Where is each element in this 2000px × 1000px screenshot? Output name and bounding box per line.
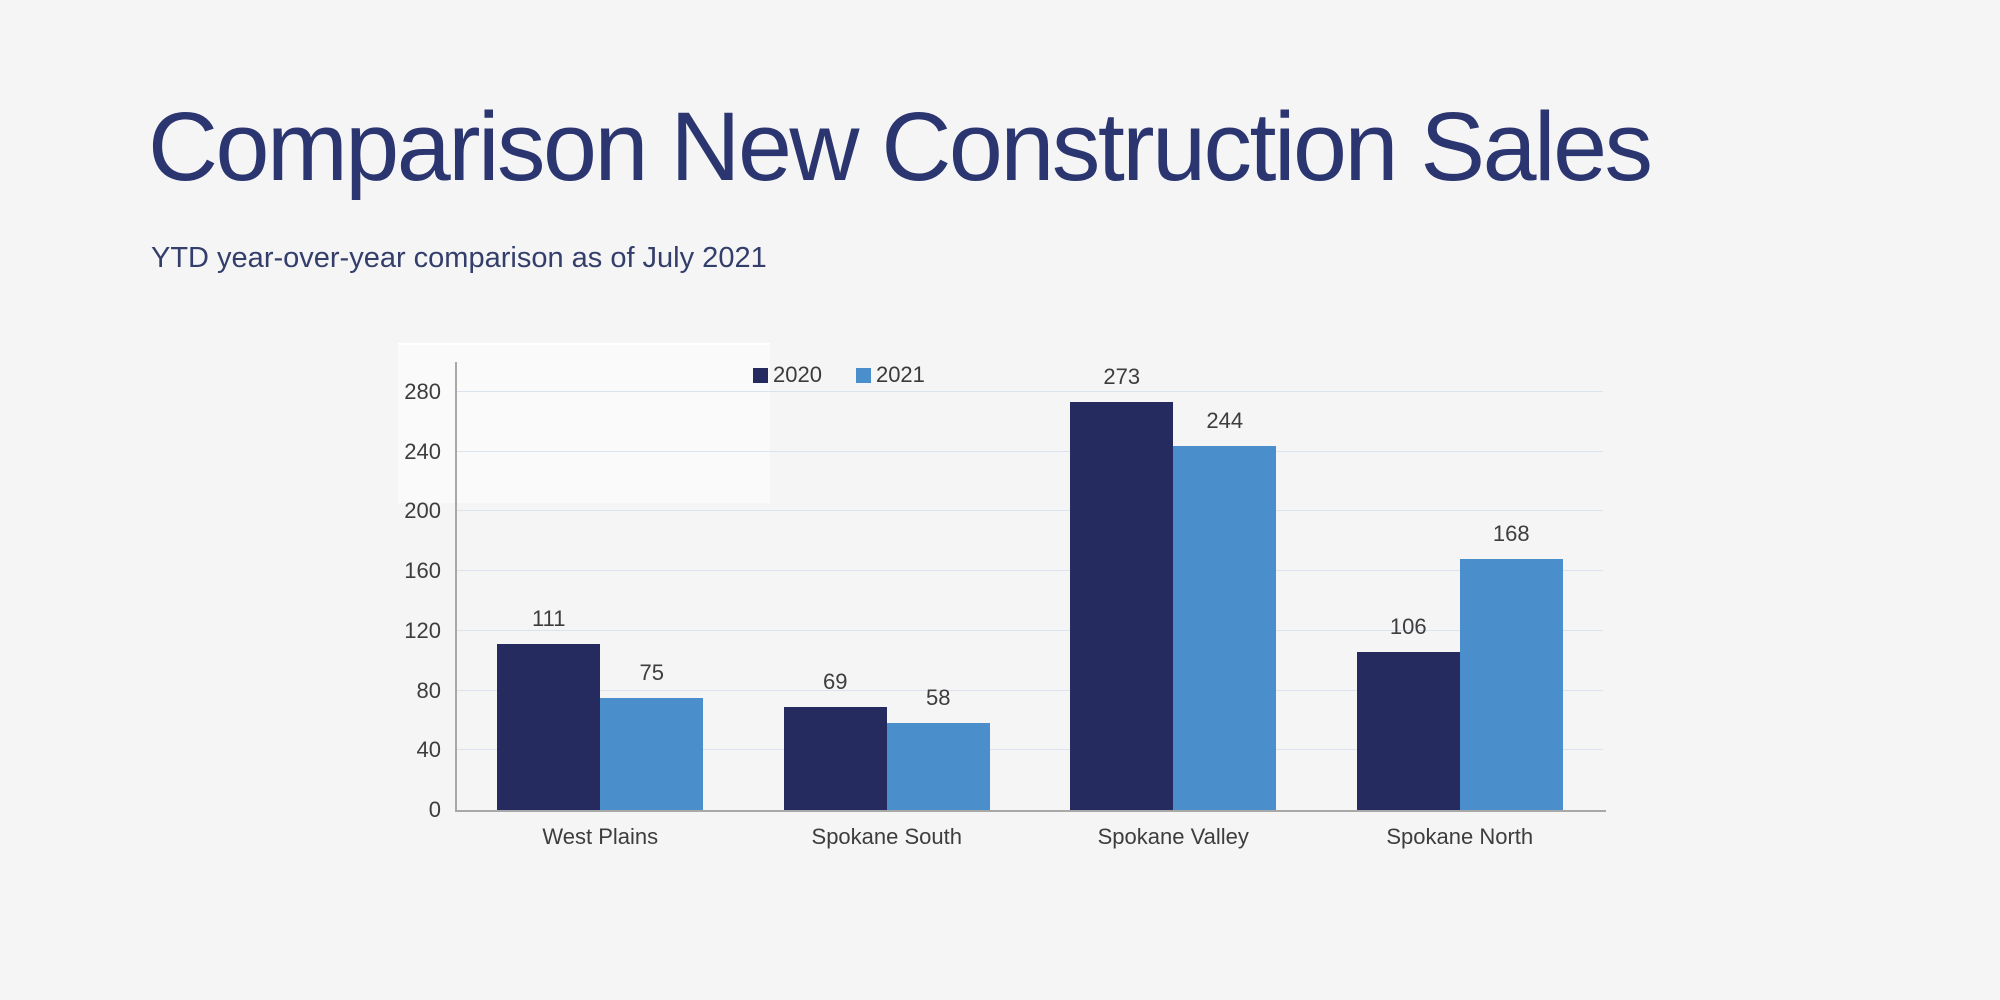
gridline-80 [457,689,1603,691]
bar-value-2021-spokane-south: 58 [926,685,951,710]
bar-2021-spokane-valley [1173,446,1277,810]
x-axis-line [455,810,1606,812]
legend-item-2020: 2020 [753,364,822,386]
y-tick-label-240: 240 [404,438,441,464]
bar-value-2020-spokane-north: 106 [1389,614,1427,639]
page-subtitle: YTD year-over-year comparison as of July… [151,242,767,274]
bar-2021-spokane-north [1459,559,1563,810]
bar-value-2020-spokane-south: 69 [823,669,848,694]
legend-swatch-2021 [855,367,871,383]
plot-area: 2020 2021 0 40 80 120 160 200 240 280 111 75 West P… [404,362,1606,849]
bar-value-2020-spokane-valley: 273 [1103,364,1141,389]
y-tick-label-280: 280 [404,378,441,404]
category-label-spokane-south: Spokane South [811,824,962,849]
y-tick-label-160: 160 [404,558,441,584]
legend-item-2021: 2021 [855,362,925,387]
category-label-west-plains: West Plains [542,824,659,849]
gridline-120 [457,629,1603,631]
legend: 2020 2021 [753,362,925,388]
y-tick-label-120: 120 [404,617,441,643]
gridline-160 [457,570,1603,572]
y-tick-label-80: 80 [416,677,441,703]
bar-2021-west-plains [600,698,704,810]
legend-label-2020: 2020 [773,362,822,387]
legend-label-2021: 2021 [875,362,925,387]
gridline-240 [457,450,1603,452]
category-label-spokane-north: Spokane North [1386,824,1534,849]
bar-value-2021-spokane-north: 168 [1492,521,1530,546]
y-tick-label-40: 40 [416,737,441,763]
ghost-highlight-panel [398,343,770,503]
bar-2020-spokane-north [1356,652,1460,810]
bar-2021-spokane-south [886,723,990,810]
bar-2020-spokane-valley [1070,402,1174,810]
bar-value-2021-spokane-valley: 244 [1206,408,1244,433]
category-label-spokane-valley: Spokane Valley [1097,824,1249,849]
gridline-280 [457,390,1603,392]
y-axis-line [455,362,457,810]
y-tick-label-0: 0 [428,797,441,822]
bar-value-2020-west-plains: 111 [532,606,566,631]
gridline-40 [457,749,1603,751]
gridline-200 [457,510,1603,512]
legend-swatch-2020 [753,367,768,383]
bar-value-2021-west-plains: 75 [639,660,664,685]
y-tick-label-200: 200 [404,498,441,524]
page-title: Comparison New Construction Sales [148,92,1653,201]
bar-2020-west-plains [497,644,601,810]
bar-2020-spokane-south [783,707,887,810]
